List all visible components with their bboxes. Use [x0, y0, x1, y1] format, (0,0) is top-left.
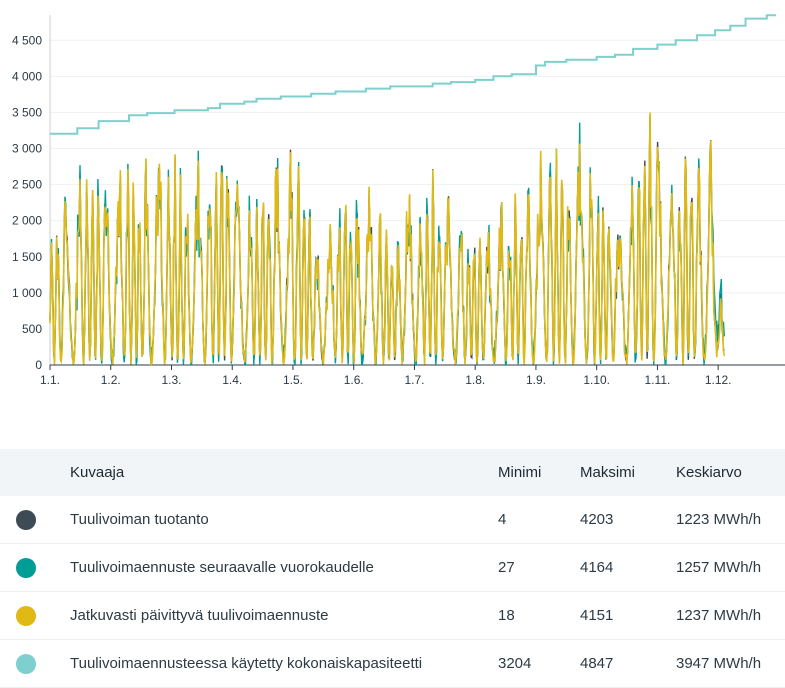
series-name: Jatkuvasti päivittyvä tuulivoimaennuste [70, 591, 498, 640]
x-tick-label: 1.9. [526, 373, 546, 387]
legend-row-dayahead-forecast[interactable]: Tuulivoimaennuste seuraavalle vuorokaude… [0, 543, 785, 592]
x-tick-label: 1.3. [161, 373, 181, 387]
series-max: 4847 [580, 639, 676, 688]
x-tick-label: 1.6. [344, 373, 364, 387]
legend-row-production[interactable]: Tuulivoiman tuotanto 4 4203 1223 MWh/h [0, 496, 785, 544]
series-group [49, 14, 776, 367]
series-name: Tuulivoimaennuste seuraavalle vuorokaude… [70, 543, 498, 592]
y-tick-label: 4 500 [12, 33, 42, 47]
series-color-dot[interactable] [16, 509, 36, 530]
x-tick-label: 1.2. [101, 373, 121, 387]
x-tick-label: 1.4. [222, 373, 242, 387]
x-tick-label: 1.8. [465, 373, 485, 387]
y-tick-label: 1 000 [12, 286, 42, 300]
series-color-dot[interactable] [16, 653, 36, 674]
series-name: Tuulivoiman tuotanto [70, 496, 498, 544]
series-avg: 1257 MWh/h [676, 543, 785, 592]
y-tick-label: 500 [22, 322, 42, 336]
x-tick-label: 1.10. [583, 373, 610, 387]
y-tick-label: 4 000 [12, 69, 42, 83]
legend-header-row: Kuvaaja Minimi Maksimi Keskiarvo [0, 449, 785, 496]
legend-table: Kuvaaja Minimi Maksimi Keskiarvo Tuulivo… [0, 449, 785, 688]
y-tick-label: 0 [35, 358, 42, 372]
header-max: Maksimi [580, 449, 676, 496]
series-line-capacity [50, 14, 776, 135]
series-avg: 3947 MWh/h [676, 639, 785, 688]
legend-row-continuous-forecast[interactable]: Jatkuvasti päivittyvä tuulivoimaennuste … [0, 591, 785, 640]
series-min: 3204 [498, 639, 580, 688]
x-tick-label: 1.11. [645, 373, 671, 387]
x-tick-label: 1.7. [404, 373, 424, 387]
series-max: 4203 [580, 496, 676, 544]
header-name: Kuvaaja [70, 449, 498, 496]
y-tick-label: 2 000 [12, 214, 42, 228]
header-avg: Keskiarvo [676, 449, 785, 496]
series-avg: 1223 MWh/h [676, 496, 785, 544]
x-tick-label: 1.1. [40, 373, 60, 387]
x-tick-label: 1.12. [705, 373, 732, 387]
series-color-dot[interactable] [16, 557, 36, 578]
legend-row-capacity[interactable]: Tuulivoimaennusteessa käytetty kokonaisk… [0, 639, 785, 688]
series-min: 27 [498, 543, 580, 592]
y-tick-label: 2 500 [12, 178, 42, 192]
series-avg: 1237 MWh/h [676, 591, 785, 640]
y-axis: 0 500 1 000 1 500 2 000 2 500 3 000 3 500 4 000 4… [12, 15, 51, 372]
x-axis: 1.1. 1.2. 1.3. 1.4. 1.5. 1.6. 1.7. 1.8. 1.9. 1.10… [40, 364, 785, 387]
header-swatch-spacer [0, 449, 70, 496]
y-tick-label: 1 500 [12, 250, 42, 264]
series-name: Tuulivoimaennusteessa käytetty kokonaisk… [70, 639, 498, 688]
y-tick-label: 3 500 [12, 105, 42, 119]
series-color-dot[interactable] [16, 605, 36, 626]
y-tick-label: 3 000 [12, 142, 42, 156]
wind-power-chart: 0 500 1 000 1 500 2 000 2 500 3 000 3 500 4 000 4… [12, 14, 785, 387]
header-min: Minimi [498, 449, 580, 496]
series-min: 4 [498, 496, 580, 544]
series-max: 4151 [580, 591, 676, 640]
series-max: 4164 [580, 543, 676, 592]
series-line-continuous-forecast [49, 112, 726, 367]
x-tick-label: 1.5. [283, 373, 303, 387]
series-min: 18 [498, 591, 580, 640]
